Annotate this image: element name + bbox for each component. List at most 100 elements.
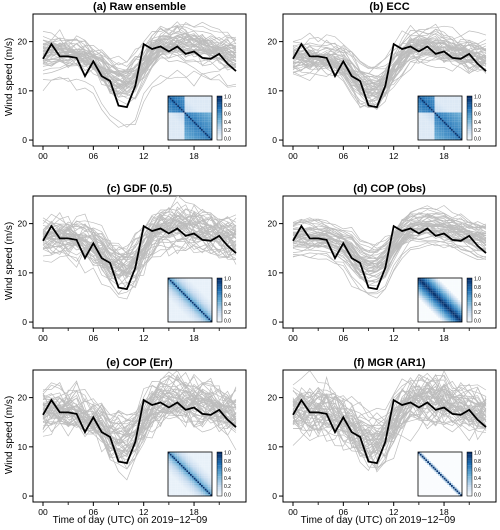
- heatmap-cell: [432, 468, 435, 471]
- heatmap-cell: [423, 129, 426, 131]
- heatmap-cell: [175, 278, 178, 280]
- heatmap-cell: [179, 283, 181, 286]
- x-tick-label: 18: [189, 333, 199, 343]
- panel-title: (d) COP (Obs): [353, 183, 426, 195]
- heatmap-cell: [179, 483, 181, 486]
- x-tick-label: 12: [139, 151, 149, 161]
- heatmap-cell: [432, 287, 435, 290]
- heatmap-cell: [423, 132, 426, 135]
- heatmap-cell: [201, 99, 203, 102]
- heatmap-cell: [423, 494, 426, 497]
- heatmap-cell: [175, 466, 178, 469]
- heatmap-cell: [168, 312, 170, 315]
- heatmap-cell: [197, 312, 200, 315]
- heatmap-cell: [445, 279, 448, 282]
- heatmap-cell: [204, 457, 207, 460]
- heatmap-cell: [184, 97, 187, 100]
- colorbar-segment: [217, 135, 222, 138]
- heatmap-cell: [429, 289, 431, 291]
- heatmap-cell: [443, 472, 446, 475]
- ensemble-member-line: [292, 374, 487, 446]
- heatmap-cell: [195, 292, 198, 295]
- colorbar-segment: [217, 471, 222, 475]
- heatmap-cell: [418, 483, 420, 486]
- heatmap-cell: [193, 132, 196, 135]
- heatmap-cell: [427, 459, 430, 462]
- heatmap-cell: [436, 292, 439, 295]
- heatmap-cell: [197, 298, 200, 301]
- heatmap-cell: [201, 472, 203, 475]
- heatmap-cell: [452, 123, 455, 126]
- heatmap-cell: [429, 127, 431, 130]
- y-tick-label: 10: [268, 442, 278, 452]
- chart-panel: (f) MGR (AR1)00 06 12 18010201.00.80.60.40.…: [268, 357, 497, 517]
- heatmap-cell: [427, 301, 430, 304]
- heatmap-cell: [202, 477, 205, 480]
- heatmap-cell: [191, 475, 194, 478]
- heatmap-cell: [169, 279, 172, 282]
- y-tick-label: 20: [18, 393, 28, 403]
- heatmap-cell: [438, 134, 441, 137]
- heatmap-cell: [427, 118, 430, 120]
- heatmap-cell: [206, 99, 209, 102]
- heatmap-cell: [191, 129, 194, 131]
- heatmap-cell: [445, 121, 448, 124]
- x-tick-label: 18: [439, 507, 449, 517]
- heatmap-cell: [190, 455, 192, 458]
- heatmap-cell: [456, 481, 459, 484]
- heatmap-cell: [432, 281, 435, 284]
- heatmap-cell: [197, 101, 200, 104]
- y-tick-label: 0: [22, 317, 27, 327]
- heatmap-cell: [451, 305, 453, 308]
- heatmap-cell: [195, 316, 198, 319]
- heatmap-cell: [460, 103, 463, 106]
- heatmap-cell: [440, 490, 442, 493]
- heatmap-cell: [432, 303, 435, 306]
- heatmap-cell: [199, 320, 202, 323]
- colorbar-tick-label: 0.8: [224, 285, 231, 291]
- heatmap-cell: [441, 287, 444, 290]
- heatmap-cell: [421, 123, 424, 126]
- heatmap-cell: [188, 464, 191, 467]
- heatmap-cell: [438, 311, 441, 313]
- heatmap-cell: [197, 110, 200, 113]
- heatmap-cell: [423, 279, 426, 282]
- heatmap-cell: [430, 494, 433, 497]
- colorbar-tick-label: 0.8: [474, 285, 481, 291]
- heatmap-cell: [430, 285, 433, 288]
- heatmap-cell: [443, 121, 446, 124]
- heatmap-cell: [436, 455, 439, 458]
- heatmap-cell: [197, 311, 200, 313]
- heatmap-cell: [193, 112, 196, 115]
- heatmap-cell: [168, 294, 170, 297]
- heatmap-cell: [421, 312, 424, 315]
- heatmap-cell: [436, 468, 439, 471]
- heatmap-cell: [202, 101, 205, 104]
- heatmap-cell: [199, 278, 202, 280]
- heatmap-cell: [210, 475, 213, 478]
- heatmap-cell: [179, 112, 181, 115]
- heatmap-cell: [421, 457, 424, 460]
- heatmap-cell: [456, 312, 459, 315]
- heatmap-cell: [177, 136, 180, 139]
- heatmap-cell: [441, 294, 444, 297]
- heatmap-cell: [460, 492, 463, 495]
- heatmap-cell: [169, 472, 172, 475]
- heatmap-cell: [184, 138, 187, 141]
- heatmap-cell: [436, 105, 439, 108]
- heatmap-cell: [443, 314, 446, 317]
- heatmap-cell: [195, 107, 198, 109]
- ensemble-member-line: [42, 49, 237, 99]
- colorbar-segment: [217, 291, 222, 294]
- heatmap-cell: [171, 105, 174, 108]
- heatmap-cell: [421, 119, 424, 122]
- heatmap-cell: [208, 114, 211, 117]
- heatmap-cell: [180, 303, 183, 306]
- heatmap-cell: [430, 314, 433, 317]
- heatmap-cell: [438, 132, 441, 135]
- ensemble-member-line: [292, 223, 487, 265]
- heatmap-cell: [460, 457, 463, 460]
- heatmap-cell: [190, 136, 192, 139]
- heatmap-cell: [423, 305, 426, 308]
- heatmap-cell: [197, 485, 200, 487]
